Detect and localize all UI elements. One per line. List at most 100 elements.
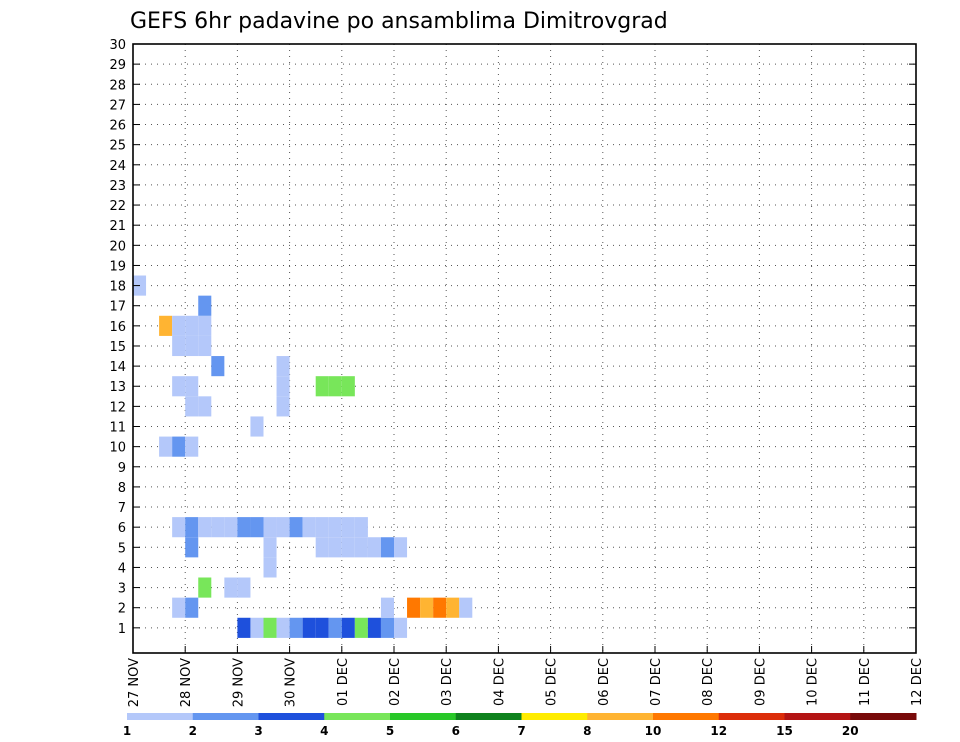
- heatmap-cell: [315, 517, 329, 538]
- heatmap-cell: [185, 517, 199, 538]
- x-tick-label: 03 DEC: [440, 658, 455, 706]
- y-tick-label: 25: [109, 139, 126, 154]
- heatmap-cell: [328, 517, 342, 538]
- heatmap-cell: [172, 597, 186, 618]
- y-tick-label: 28: [109, 78, 126, 93]
- y-tick-label: 1: [118, 622, 126, 637]
- y-tick-label: 30: [109, 38, 126, 53]
- legend-swatch: [784, 713, 851, 720]
- legend-level-label: 2: [189, 724, 197, 738]
- x-tick-label: 11 DEC: [858, 658, 873, 706]
- heatmap-cell: [198, 577, 212, 598]
- legend-level-label: 8: [583, 724, 591, 738]
- legend-level-label: 10: [645, 724, 662, 738]
- y-tick-label: 17: [109, 300, 126, 315]
- y-tick-label: 9: [118, 461, 126, 476]
- heatmap-cell: [172, 315, 186, 336]
- x-tick-label: 10 DEC: [806, 658, 821, 706]
- heatmap-cell: [328, 537, 342, 558]
- heatmap-cell: [315, 617, 329, 638]
- y-tick-label: 7: [118, 501, 126, 516]
- heatmap-cell: [198, 335, 212, 357]
- y-tick-label: 5: [118, 541, 126, 556]
- heatmap-cell: [420, 597, 434, 618]
- y-tick-label: 20: [109, 239, 126, 254]
- legend-level-label: 7: [517, 724, 525, 738]
- legend-swatch: [850, 713, 917, 720]
- legend-level-label: 12: [710, 724, 727, 738]
- heatmap-cell: [276, 356, 290, 377]
- x-tick-label: 01 DEC: [336, 658, 351, 706]
- y-tick-label: 23: [109, 179, 126, 194]
- heatmap-cell: [367, 617, 381, 638]
- heatmap-cell: [172, 436, 186, 457]
- y-tick-label: 29: [109, 58, 126, 73]
- heatmap-cell: [237, 617, 251, 638]
- heatmap-cell: [276, 517, 290, 538]
- legend-swatch: [258, 713, 325, 720]
- legend-swatch: [455, 713, 522, 720]
- legend-level-label: 5: [386, 724, 394, 738]
- heatmap-cell: [315, 537, 329, 558]
- legend-level-label: 6: [452, 724, 460, 738]
- legend-swatch: [390, 713, 457, 720]
- heatmap-cell: [302, 617, 316, 638]
- heatmap-cell: [250, 416, 264, 437]
- y-tick-label: 12: [109, 400, 126, 415]
- heatmap-cell: [380, 617, 394, 638]
- heatmap-cell: [433, 597, 447, 618]
- heatmap-cell: [263, 617, 277, 638]
- heatmap-cell: [185, 597, 199, 618]
- heatmap-cell: [380, 597, 394, 618]
- heatmap-cell: [354, 517, 368, 538]
- heatmap-cell: [198, 517, 212, 538]
- x-tick-label: 02 DEC: [388, 658, 403, 706]
- heatmap-cell: [289, 617, 303, 638]
- y-tick-label: 6: [118, 521, 126, 536]
- y-tick-label: 26: [109, 119, 126, 134]
- heatmap-cell: [198, 396, 212, 417]
- heatmap-cell: [211, 517, 225, 538]
- y-tick-label: 13: [109, 380, 126, 395]
- heatmap-cell: [172, 376, 186, 397]
- legend-level-label: 3: [254, 724, 262, 738]
- heatmap-cell: [263, 537, 277, 558]
- legend-swatch: [192, 713, 259, 720]
- heatmap-cell: [354, 617, 368, 638]
- x-tick-label: 05 DEC: [545, 658, 560, 706]
- y-tick-label: 3: [118, 582, 126, 597]
- x-tick-label: 06 DEC: [597, 658, 612, 706]
- heatmap-cell: [224, 517, 238, 538]
- heatmap-cell: [172, 517, 186, 538]
- heatmap-cell: [341, 617, 355, 638]
- x-axis: 27 NOV 28 NOV 29 NOV 30 NOV 01 DEC 02 DEC 03 D…: [127, 646, 925, 707]
- y-tick-label: 10: [109, 441, 126, 456]
- heatmap-cell: [211, 356, 225, 377]
- heatmap-cell: [185, 376, 199, 397]
- legend-level-label: 20: [842, 724, 859, 738]
- heatmap-cell: [446, 597, 460, 618]
- heatmap-cell: [328, 617, 342, 638]
- x-tick-label: 27 NOV: [127, 658, 142, 707]
- x-tick-label: 08 DEC: [701, 658, 716, 706]
- heatmap-cell: [407, 597, 421, 618]
- heatmap-cell: [276, 396, 290, 417]
- y-tick-label: 19: [109, 259, 126, 274]
- y-tick-label: 8: [118, 481, 126, 496]
- heatmap-cell: [289, 517, 303, 538]
- heatmap-cell: [394, 537, 408, 558]
- legend-level-label: 1: [123, 724, 131, 738]
- heatmap-cell: [341, 376, 355, 397]
- heatmap-cell: [276, 376, 290, 397]
- heatmap-cell: [380, 537, 394, 558]
- legend-swatch: [127, 713, 194, 720]
- legend-swatch: [587, 713, 654, 720]
- chart-title: GEFS 6hr padavine po ansamblima Dimitrov…: [130, 9, 668, 34]
- data-cells: [133, 275, 473, 638]
- heatmap-cell: [185, 315, 199, 336]
- heatmap-cell: [185, 436, 199, 457]
- legend-swatch: [521, 713, 588, 720]
- heatmap-cell: [367, 537, 381, 558]
- plot-frame: [132, 43, 917, 654]
